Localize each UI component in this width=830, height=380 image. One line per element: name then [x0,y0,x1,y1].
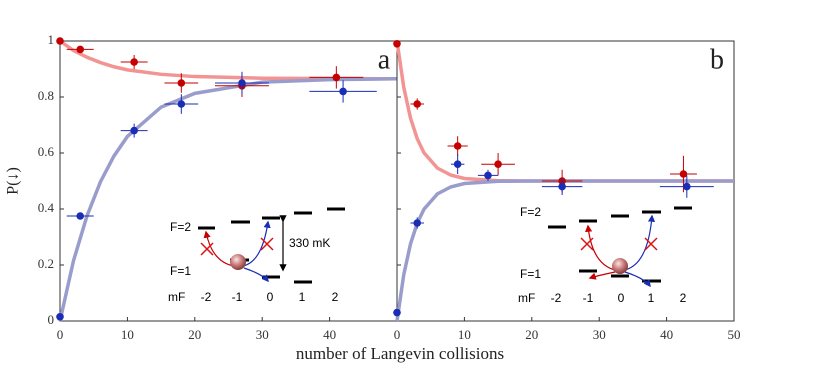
data-point [453,142,462,150]
data-point [558,182,566,191]
y-tick-label: 0.6 [38,144,55,159]
data-point [413,100,422,108]
inset-label: 1 [299,290,306,304]
data-point [177,100,186,108]
inset-label: mF [168,290,185,304]
inset-label: 2 [332,290,339,304]
data-point [679,170,688,178]
inset-label: F=2 [170,220,191,234]
data-point [76,212,85,220]
data-point [393,308,401,317]
inset-label: -2 [201,290,212,304]
inset-label: 0 [267,290,274,304]
data-point [56,37,64,45]
y-axis-label: P(↓) [5,167,22,195]
data-point [332,73,341,82]
data-point [339,87,347,96]
inset-label: 330 mK [289,236,330,250]
inset-label: 2 [680,291,687,305]
data-point [238,79,246,87]
inset-label: -2 [551,291,562,305]
x-tick-label: 40 [323,327,336,342]
x-tick-label: 0 [57,327,64,342]
y-tick-label: 0 [48,312,55,327]
x-tick-label: 0 [394,327,401,342]
data-point [393,40,401,48]
level-diagram [198,207,345,284]
y-tick-label: 0.4 [38,200,55,215]
panel-label: a [378,44,391,75]
inset-label: 1 [648,291,655,305]
inset-label: F=1 [170,264,191,278]
x-tick-label: 40 [660,327,673,342]
inset-label: F=2 [520,205,541,219]
inset-label: 0 [618,291,625,305]
fit-curve [58,77,398,322]
panel-label: b [710,44,724,75]
level-diagram [548,206,692,288]
y-tick-label: 0.8 [38,88,54,103]
data-point [56,313,64,321]
inset-label: mF [518,291,535,305]
inset-label: F=1 [520,267,541,281]
data-point [177,79,186,87]
data-point [494,160,502,168]
data-point [683,182,691,191]
data-point [76,45,85,54]
y-tick-label: 1 [48,32,55,47]
x-tick-label: 20 [525,327,538,342]
fit-curve [58,39,398,81]
data-point [130,58,138,66]
data-point [453,160,462,168]
x-tick-label: 10 [458,327,471,342]
x-axis-label: number of Langevin collisions [296,344,504,363]
data-point [413,219,422,227]
y-tick-label: 0.2 [38,256,54,271]
x-tick-label: 20 [188,327,201,342]
x-tick-label: 30 [593,327,606,342]
x-tick-label: 10 [121,327,134,342]
x-tick-label: 30 [256,327,269,342]
inset-label: -1 [583,291,594,305]
data-point [130,126,138,135]
data-point [484,171,492,180]
inset-label: -1 [232,290,243,304]
x-tick-label: 50 [728,327,741,342]
